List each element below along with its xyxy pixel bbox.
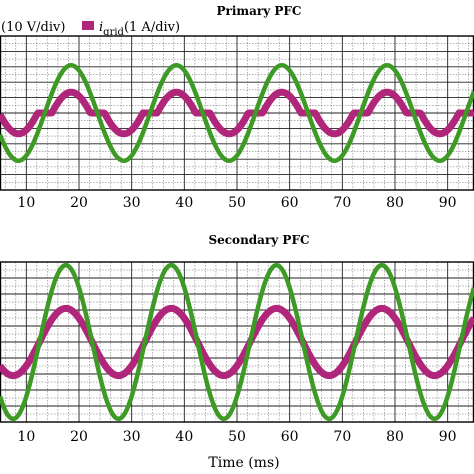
primary-grid: [0, 35, 474, 191]
x-tick-label: 20: [70, 429, 88, 445]
series-vgrid-line: [0, 262, 474, 422]
x-tick-label: 60: [281, 429, 299, 445]
x-tick-label: 10: [17, 195, 35, 211]
x-tick-label: 80: [386, 429, 404, 445]
series-igrid-line: [0, 304, 474, 380]
legend-vgrid-label: (10 V/div): [1, 20, 65, 35]
series-vgrid-line: [0, 63, 474, 163]
primary-series: [0, 63, 474, 163]
x-tick-label: 70: [333, 195, 351, 211]
primary-legend: (10 V/div) igrid(1 A/div): [1, 20, 180, 38]
x-tick-label: 90: [439, 195, 457, 211]
x-tick-label: 30: [123, 195, 141, 211]
secondary-x-ticks: 10 20 30 40 50 60 70 80 90: [17, 429, 456, 445]
x-tick-label: 30: [123, 429, 141, 445]
x-tick-label: 40: [175, 429, 193, 445]
x-tick-label: 10: [17, 429, 35, 445]
legend-igrid-swatch: [82, 21, 94, 30]
x-tick-label: 60: [281, 195, 299, 211]
secondary-grid: [0, 261, 474, 423]
legend-igrid-sub: grid: [103, 27, 124, 38]
x-tick-label: 40: [175, 195, 193, 211]
secondary-pfc-title: Secondary PFC: [208, 233, 309, 247]
secondary-series: [0, 262, 474, 422]
primary-pfc-title: Primary PFC: [217, 4, 302, 18]
primary-pfc-panel: Primary PFC (10 V/div) igrid(1 A/div) 10…: [0, 4, 474, 211]
x-axis-label: Time (ms): [208, 455, 279, 471]
primary-x-ticks: 10 20 30 40 50 60 70 80 90: [17, 195, 456, 211]
x-tick-label: 50: [228, 195, 246, 211]
series-igrid-line: [0, 88, 474, 138]
x-tick-label: 70: [333, 429, 351, 445]
x-tick-label: 90: [439, 429, 457, 445]
secondary-pfc-panel: Secondary PFC 10 20 30 40 50 60 70 80 90 Time (m…: [0, 233, 474, 471]
legend-igrid-rest: (1 A/div): [124, 20, 180, 35]
legend-igrid-label: igrid(1 A/div): [99, 20, 180, 38]
x-tick-label: 20: [70, 195, 88, 211]
legend-igrid-main: i: [99, 20, 103, 35]
x-tick-label: 80: [386, 195, 404, 211]
x-tick-label: 50: [228, 429, 246, 445]
